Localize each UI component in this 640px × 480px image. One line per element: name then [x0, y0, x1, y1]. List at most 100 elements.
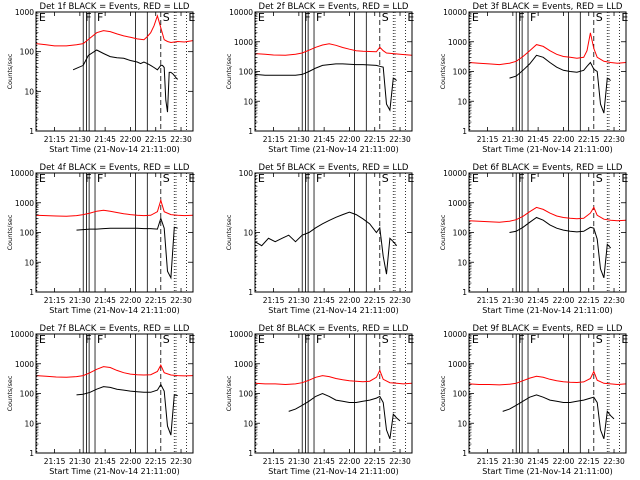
marker-label-e: E: [39, 333, 46, 346]
marker-label-s: S: [596, 333, 603, 346]
x-axis-label: Start Time (21-Nov-14 21:11:00): [268, 306, 398, 315]
marker-label-e: E: [407, 11, 414, 24]
marker-label-e: E: [258, 172, 265, 185]
marker-label-f: F: [97, 11, 103, 24]
x-axis-label: Start Time (21-Nov-14 21:11:00): [49, 467, 179, 476]
x-tick-label: 22:00: [120, 135, 142, 144]
y-tick-label: 10000: [229, 8, 253, 17]
series-line-events: [509, 54, 611, 114]
y-tick-label: 10000: [443, 169, 467, 178]
x-tick-label: 22:15: [145, 457, 167, 466]
y-tick-label: 100: [20, 390, 35, 399]
y-tick-label: 1: [248, 288, 253, 297]
y-tick-label: 1: [29, 127, 34, 136]
marker-label-s: S: [163, 172, 170, 185]
x-tick-label: 21:45: [94, 296, 116, 305]
x-tick-label: 21:30: [288, 135, 310, 144]
y-axis-label: Counts/sec: [439, 214, 447, 250]
x-tick-label: 22:00: [553, 457, 575, 466]
marker-label-s: S: [596, 11, 603, 24]
x-tick-label: 22:30: [170, 457, 192, 466]
y-tick-label: 10: [457, 258, 467, 267]
plot-area: [36, 334, 193, 453]
x-tick-label: 22:15: [145, 135, 167, 144]
x-tick-label: 22:00: [339, 296, 361, 305]
y-tick-label: 1000: [448, 360, 467, 369]
series-line-events: [72, 49, 179, 113]
x-tick-label: 22:00: [339, 457, 361, 466]
marker-label-f: F: [530, 172, 536, 185]
series-line-lld: [469, 206, 626, 223]
y-tick-label: 10000: [443, 8, 467, 17]
x-tick-label: 22:15: [364, 457, 386, 466]
y-tick-label: 100: [239, 68, 254, 77]
x-tick-label: 22:30: [389, 457, 411, 466]
y-axis-label: Counts/sec: [6, 214, 14, 250]
x-tick-label: 21:30: [502, 457, 524, 466]
x-tick-label: 22:00: [120, 296, 142, 305]
marker-label-f: F: [97, 172, 103, 185]
marker-label-f: F: [316, 333, 322, 346]
x-axis-label: Start Time (21-Nov-14 21:11:00): [482, 467, 612, 476]
marker-label-f: F: [85, 333, 91, 346]
y-tick-label: 10: [457, 419, 467, 428]
marker-label-e: E: [472, 11, 479, 24]
y-tick-label: 10000: [443, 330, 467, 339]
marker-label-f: F: [530, 11, 536, 24]
panel-title: Det 6f BLACK = Events, RED = LLD: [473, 163, 623, 173]
series-line-lld: [36, 14, 193, 47]
x-tick-label: 21:30: [69, 457, 91, 466]
marker-label-f: F: [518, 11, 524, 24]
y-axis-label: Counts/sec: [225, 375, 233, 411]
marker-label-f: F: [97, 333, 103, 346]
x-tick-label: 21:30: [502, 135, 524, 144]
x-tick-label: 21:15: [44, 296, 66, 305]
y-tick-label: 1000: [448, 38, 467, 47]
panel-title: Det 8f BLACK = Events, RED = LLD: [259, 324, 409, 334]
y-tick-label: 1000: [15, 199, 34, 208]
x-tick-label: 21:45: [313, 135, 335, 144]
marker-label-e: E: [258, 333, 265, 346]
x-tick-label: 21:30: [69, 135, 91, 144]
x-tick-label: 21:15: [44, 135, 66, 144]
marker-label-s: S: [596, 172, 603, 185]
y-tick-label: 1000: [234, 38, 253, 47]
series-line-events: [255, 211, 398, 275]
y-tick-label: 10: [243, 419, 253, 428]
y-tick-label: 100: [239, 169, 254, 178]
panel-title: Det 4f BLACK = Events, RED = LLD: [40, 163, 190, 173]
series-line-events: [76, 383, 178, 436]
x-axis-label: Start Time (21-Nov-14 21:11:00): [268, 467, 398, 476]
marker-label-f: F: [85, 11, 91, 24]
x-tick-label: 21:30: [288, 457, 310, 466]
y-tick-label: 1000: [234, 360, 253, 369]
x-axis-label: Start Time (21-Nov-14 21:11:00): [482, 145, 612, 154]
series-line-events: [255, 63, 397, 112]
marker-label-f: F: [518, 172, 524, 185]
series-line-lld: [255, 43, 412, 56]
marker-label-s: S: [382, 333, 389, 346]
x-tick-label: 21:15: [263, 135, 285, 144]
y-tick-label: 10: [24, 87, 34, 96]
y-tick-label: 100: [20, 229, 35, 238]
y-tick-label: 10: [24, 258, 34, 267]
y-axis-label: Counts/sec: [439, 53, 447, 89]
series-line-lld: [255, 369, 412, 386]
y-tick-label: 10: [457, 97, 467, 106]
marker-label-s: S: [163, 11, 170, 24]
x-tick-label: 21:45: [527, 457, 549, 466]
series-line-events: [509, 216, 612, 278]
y-tick-label: 10000: [10, 169, 34, 178]
plot-area: [36, 12, 193, 131]
x-tick-label: 22:15: [578, 135, 600, 144]
marker-label-f: F: [304, 333, 310, 346]
y-tick-label: 1000: [15, 360, 34, 369]
y-tick-label: 1: [462, 288, 467, 297]
series-line-events: [502, 394, 615, 439]
y-axis-label: Counts/sec: [6, 53, 14, 89]
